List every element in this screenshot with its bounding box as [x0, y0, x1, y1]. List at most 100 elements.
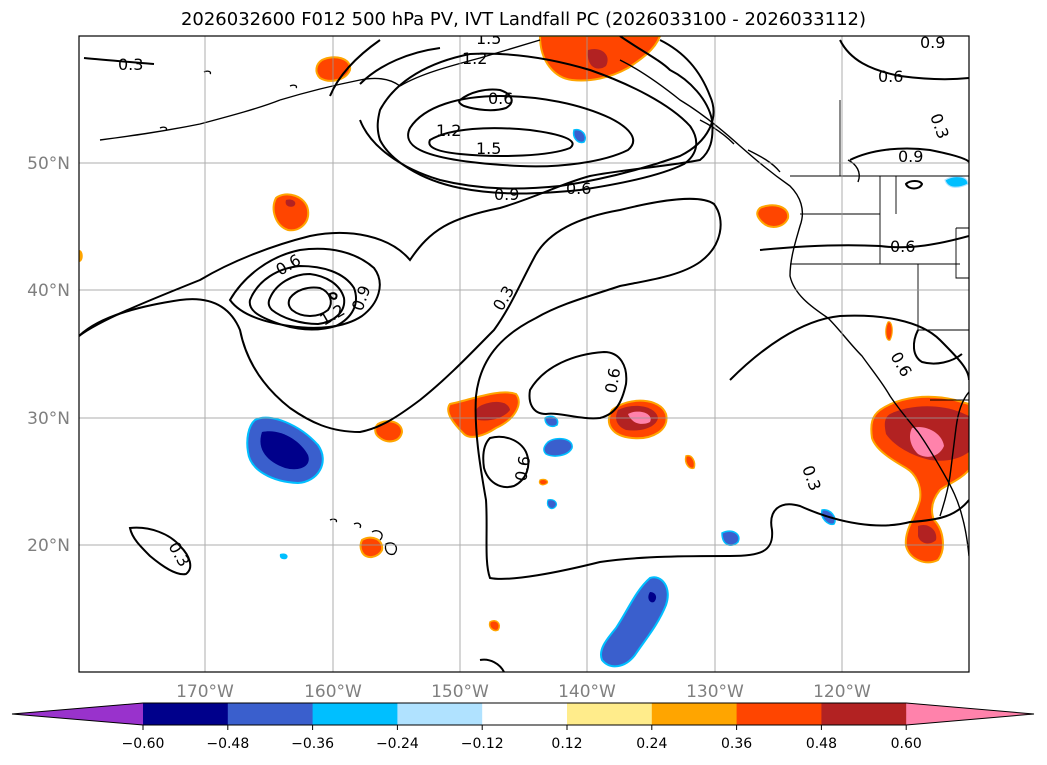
contour-label: 0.6 [511, 454, 534, 482]
negative-anomaly-area [546, 499, 558, 510]
lat-label: 20°N [27, 536, 70, 556]
contour-label: 1.5 [476, 139, 501, 158]
contour-1.5 [287, 286, 332, 317]
coastlines [99, 39, 969, 557]
positive-anomaly-area [272, 193, 310, 232]
colorbar-segment [651, 703, 738, 725]
negative-anomaly-area [944, 175, 969, 188]
positive-anomaly-core [285, 199, 296, 207]
colorbar-extend-min [12, 703, 143, 725]
colorbar-segment [227, 703, 314, 725]
colorbar-tick-label: −0.12 [461, 736, 504, 752]
colorbar-segment [567, 703, 653, 725]
negative-anomaly-core [260, 431, 309, 470]
lon-label: 120°W [813, 682, 871, 702]
contour-0.6 [329, 39, 715, 190]
lat-label: 50°N [27, 154, 70, 174]
colorbar-tick-label: 0.24 [636, 736, 667, 752]
map-title: 2026032600 F012 500 hPa PV, IVT Landfall… [180, 9, 867, 30]
contour-0.6 [839, 39, 969, 81]
contour-0.3 [479, 658, 505, 672]
colorbar-extend-max [906, 703, 1034, 725]
colorbar-tick-label: 0.12 [551, 736, 582, 752]
contour-label: 0.6 [878, 67, 903, 86]
islands [159, 70, 398, 556]
positive-anomaly-area [684, 454, 696, 470]
lon-label: 160°W [304, 682, 362, 702]
contour-0.6 [528, 350, 628, 420]
contour-1.2 [359, 47, 441, 85]
negative-anomaly-core [648, 592, 657, 603]
colorbar-tick-label: −0.24 [376, 736, 419, 752]
colorbar-tick-label: −0.48 [206, 736, 249, 752]
positive-anomaly-area [538, 478, 549, 486]
map-area [79, 36, 969, 672]
contour-label: 1.5 [476, 29, 501, 48]
positive-anomaly-core [918, 524, 937, 544]
colorbar-tick-label: 0.60 [891, 736, 922, 752]
colorbar-segment [736, 703, 822, 725]
latitude-labels: 50°N 40°N 30°N 20°N [27, 154, 70, 556]
negative-anomaly-area [544, 415, 559, 428]
colorbar-segment [397, 703, 483, 725]
colorbar-segment [482, 703, 568, 725]
contour-label: 1.2 [462, 49, 487, 68]
negative-anomaly-area [721, 530, 740, 546]
colorbar-tick-label: 0.48 [806, 736, 837, 752]
colorbar-segment [312, 703, 398, 725]
contour-label: 1.2 [436, 121, 461, 140]
contour-1.5 [458, 88, 513, 112]
colorbar-segment [143, 703, 229, 725]
positive-anomaly-area [885, 321, 893, 341]
contour-0.6 [83, 57, 155, 65]
contour-0.6 [912, 329, 963, 365]
pv-contours [79, 36, 969, 672]
contour-0.9 [904, 180, 924, 190]
contour-1.2 [328, 292, 338, 300]
contour-0.6 [482, 435, 530, 488]
positive-anomaly-area [359, 536, 384, 558]
colorbar-tick-label: 0.36 [721, 736, 752, 752]
negative-anomaly-area [279, 553, 288, 560]
positive-anomaly-area [374, 420, 404, 443]
contour-0.9 [248, 264, 357, 331]
contour-1.2 [267, 272, 346, 326]
colorbar [11, 702, 1035, 726]
contour-0.6 [759, 235, 969, 251]
contour-1.2 [407, 94, 635, 168]
map-frame [78, 35, 970, 673]
positive-anomaly-area [79, 250, 83, 262]
negative-anomaly-area [572, 128, 586, 144]
negative-anomaly-area [543, 437, 573, 457]
lon-label: 140°W [558, 682, 616, 702]
contour-0.9 [376, 52, 698, 195]
contour-0.3 [79, 36, 714, 337]
contour-label: 0.6 [566, 179, 591, 198]
ivt-shading [79, 36, 969, 668]
longitude-labels: 170°W 160°W 150°W 140°W 130°W 120°W [176, 682, 871, 702]
contour-label: 0.9 [494, 185, 519, 204]
lat-label: 30°N [27, 409, 70, 429]
lon-label: 150°W [431, 682, 489, 702]
lon-label: 130°W [686, 682, 744, 702]
contour-label: 0.3 [118, 55, 143, 74]
positive-anomaly-core [475, 401, 510, 421]
contour-label: 0.6 [488, 89, 513, 108]
graticule [79, 36, 969, 672]
positive-anomaly-area [756, 204, 790, 228]
colorbar-tick-label: −0.36 [291, 736, 334, 752]
contour-0.3 [79, 197, 969, 580]
contour-0.9 [849, 147, 969, 163]
lon-label: 170°W [176, 682, 234, 702]
positive-anomaly-core [587, 48, 608, 69]
contour-0.3 [128, 526, 192, 576]
contour-label: 0.6 [890, 237, 915, 256]
contour-1.5 [428, 127, 574, 157]
colorbar-tick-label: −0.60 [122, 736, 165, 752]
contour-label: 0.9 [920, 33, 945, 52]
lat-label: 40°N [27, 281, 70, 301]
positive-anomaly-peak [910, 426, 944, 457]
colorbar-labels: −0.60 −0.48 −0.36 −0.24 −0.12 0.12 0.24 0.36 0.4… [122, 725, 922, 752]
colorbar-segment [821, 703, 907, 725]
